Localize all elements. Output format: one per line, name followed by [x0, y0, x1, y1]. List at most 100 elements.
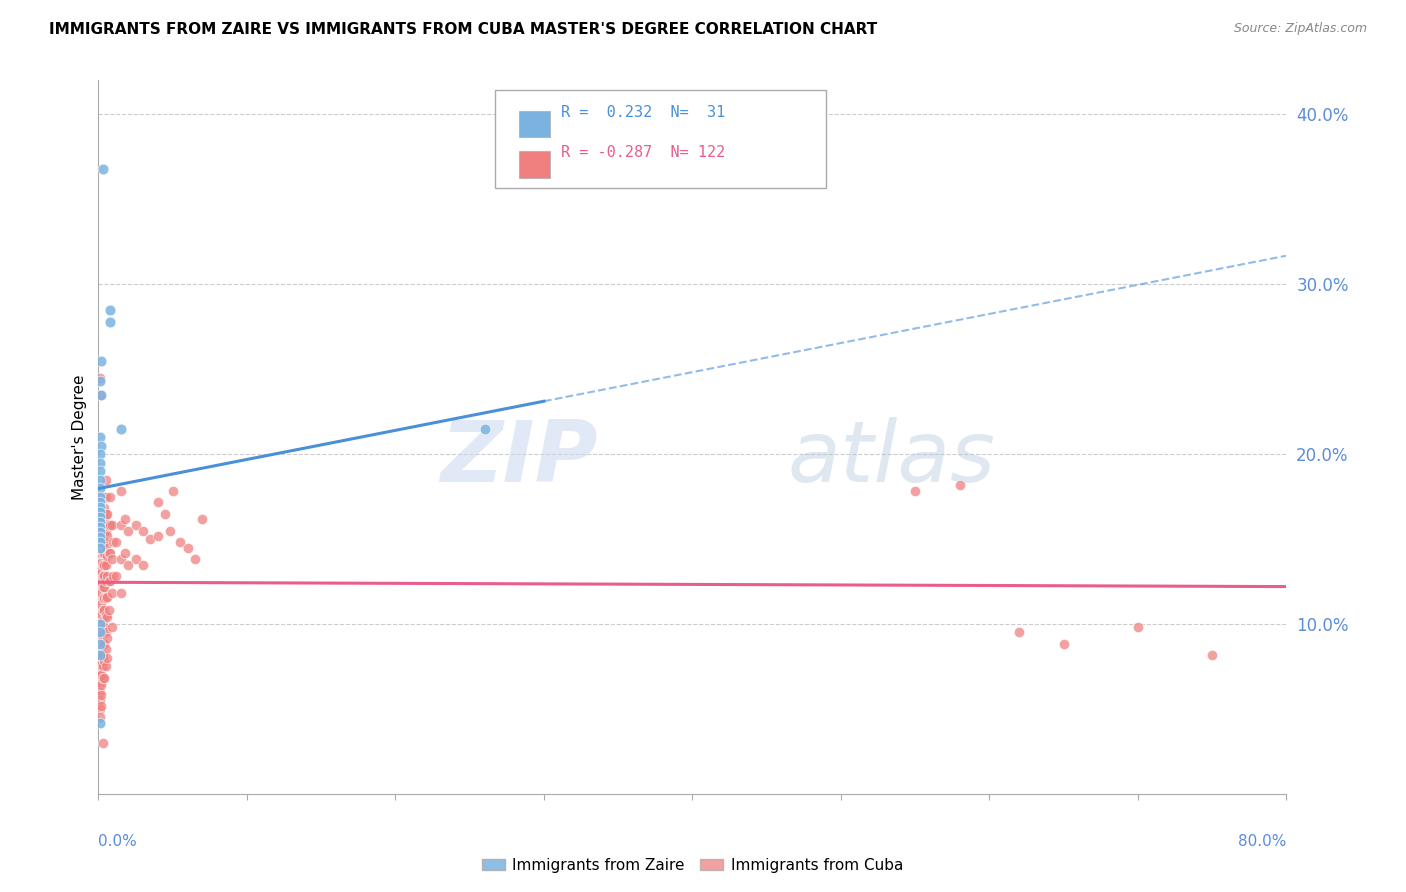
Point	[89, 617, 111, 632]
Point	[184, 552, 207, 566]
Point	[89, 505, 111, 519]
Point	[90, 546, 112, 560]
Text: 0.0%: 0.0%	[98, 834, 138, 849]
Point	[94, 642, 117, 657]
Point	[89, 651, 111, 665]
Point	[94, 490, 117, 504]
Point	[89, 715, 111, 730]
Point	[93, 603, 115, 617]
Point	[101, 620, 124, 634]
Point	[89, 494, 111, 508]
Point	[89, 693, 111, 707]
Point	[1008, 625, 1031, 640]
Point	[89, 668, 111, 682]
Point	[90, 627, 112, 641]
Point	[90, 657, 112, 672]
Point	[98, 518, 121, 533]
Point	[90, 648, 112, 662]
Point	[96, 549, 118, 563]
Point	[94, 591, 117, 606]
Point	[176, 541, 198, 555]
Point	[94, 507, 117, 521]
Point	[97, 574, 120, 589]
Point	[98, 546, 121, 560]
Point	[93, 535, 115, 549]
Point	[97, 518, 120, 533]
Point	[91, 659, 114, 673]
Text: Source: ZipAtlas.com: Source: ZipAtlas.com	[1233, 22, 1367, 36]
Point	[94, 625, 117, 640]
Point	[89, 530, 111, 544]
Point	[89, 430, 111, 444]
Point	[89, 648, 111, 662]
Point	[159, 524, 181, 538]
Point	[90, 535, 112, 549]
Point	[93, 591, 115, 606]
Point	[103, 569, 125, 583]
Point	[90, 607, 112, 621]
Point	[90, 668, 112, 682]
Point	[89, 535, 111, 549]
Point	[90, 597, 112, 611]
Point	[89, 659, 111, 673]
Point	[98, 490, 121, 504]
Point	[89, 558, 111, 572]
Point	[89, 642, 111, 657]
Point	[89, 525, 111, 540]
Point	[155, 507, 177, 521]
Point	[89, 456, 111, 470]
Text: IMMIGRANTS FROM ZAIRE VS IMMIGRANTS FROM CUBA MASTER'S DEGREE CORRELATION CHART: IMMIGRANTS FROM ZAIRE VS IMMIGRANTS FROM…	[49, 22, 877, 37]
Point	[90, 353, 112, 368]
Point	[105, 535, 128, 549]
Point	[94, 524, 117, 538]
Point	[89, 481, 111, 495]
Point	[101, 586, 124, 600]
Point	[96, 651, 118, 665]
Point	[93, 671, 115, 685]
Point	[949, 477, 972, 491]
Point	[96, 528, 118, 542]
Point	[89, 624, 111, 638]
Point	[89, 546, 111, 560]
Point	[146, 528, 169, 542]
Point	[89, 532, 111, 546]
Point	[89, 447, 111, 461]
Point	[96, 569, 118, 583]
Point	[91, 569, 114, 583]
Point	[89, 637, 111, 651]
Point	[103, 535, 125, 549]
Point	[93, 637, 115, 651]
Point	[93, 569, 115, 583]
Point	[101, 552, 124, 566]
Point	[94, 558, 117, 572]
Y-axis label: Master's Degree: Master's Degree	[72, 375, 87, 500]
Point	[89, 464, 111, 478]
Point	[89, 580, 111, 594]
Legend: Immigrants from Zaire, Immigrants from Cuba: Immigrants from Zaire, Immigrants from C…	[475, 852, 910, 879]
Point	[93, 490, 115, 504]
Point	[89, 710, 111, 724]
Point	[904, 484, 927, 499]
Point	[89, 374, 111, 388]
Point	[96, 610, 118, 624]
Point	[96, 507, 118, 521]
Point	[110, 421, 132, 435]
Point	[93, 580, 115, 594]
Point	[89, 614, 111, 628]
Point	[91, 546, 114, 560]
Point	[89, 520, 111, 534]
Point	[94, 608, 117, 623]
Text: ZIP: ZIP	[440, 417, 598, 500]
Point	[98, 302, 121, 317]
Point	[132, 558, 155, 572]
Point	[114, 546, 136, 560]
Point	[91, 535, 114, 549]
Point	[90, 678, 112, 692]
Point	[93, 558, 115, 572]
Point	[89, 500, 111, 514]
Point	[93, 501, 115, 516]
Point	[139, 532, 162, 546]
Point	[97, 546, 120, 560]
Point	[94, 659, 117, 673]
Point	[110, 518, 132, 533]
